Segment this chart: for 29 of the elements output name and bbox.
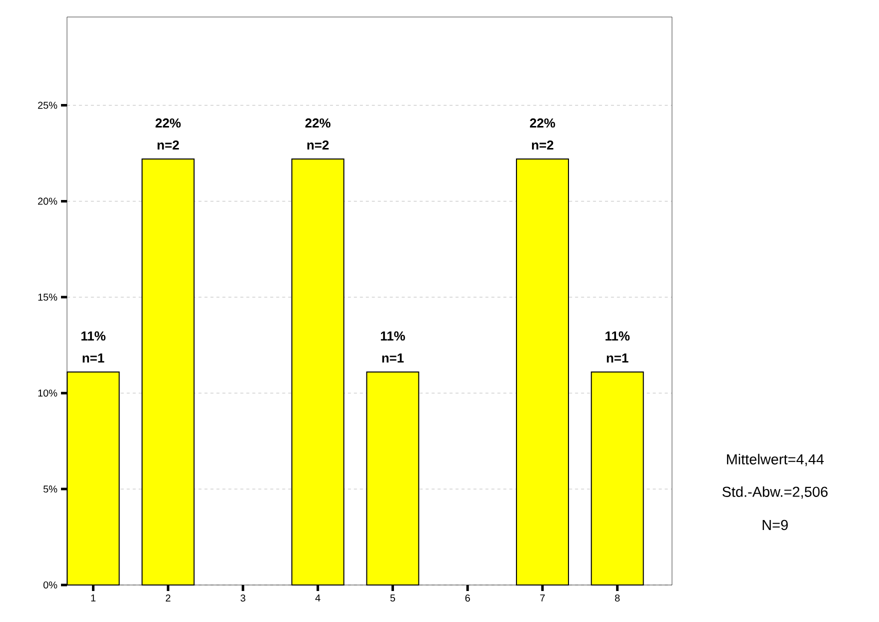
y-tick-label: 25%: [38, 102, 58, 109]
x-tick-label: 3: [240, 594, 246, 602]
annotation: n=1: [82, 354, 104, 362]
y-tick-label: 15%: [38, 294, 58, 301]
y-tick-label: 0%: [43, 581, 58, 589]
y-tick-label: 10%: [38, 390, 58, 397]
text: N=9: [762, 520, 788, 530]
x-tick-label: 1: [91, 594, 96, 602]
data-label: 11%: [81, 331, 106, 341]
text: Std.-Abw.=2,506: [722, 486, 828, 499]
x-tick-label: 6: [465, 594, 470, 602]
x-tick-label: 7: [540, 594, 545, 602]
y-tick-label: 5%: [43, 486, 58, 493]
data-label: 22%: [156, 118, 181, 128]
text: Mittelwert=4,44: [727, 454, 824, 466]
annotation: n=1: [382, 354, 404, 362]
annotation: n=2: [532, 140, 554, 150]
annotation: n=2: [307, 140, 329, 150]
x-tick-label: 4: [315, 594, 320, 602]
annotation: n=1: [606, 354, 628, 362]
data-label: 22%: [305, 118, 330, 128]
x-tick-label: 8: [615, 594, 620, 602]
y-tick-label: 20%: [38, 198, 58, 205]
x-tick-label: 5: [390, 594, 396, 602]
data-label: 11%: [380, 331, 405, 341]
x-tick-label: 2: [166, 594, 170, 602]
data-label: 11%: [606, 331, 630, 341]
data-label: 22%: [530, 118, 556, 128]
annotation: n=2: [158, 140, 179, 150]
